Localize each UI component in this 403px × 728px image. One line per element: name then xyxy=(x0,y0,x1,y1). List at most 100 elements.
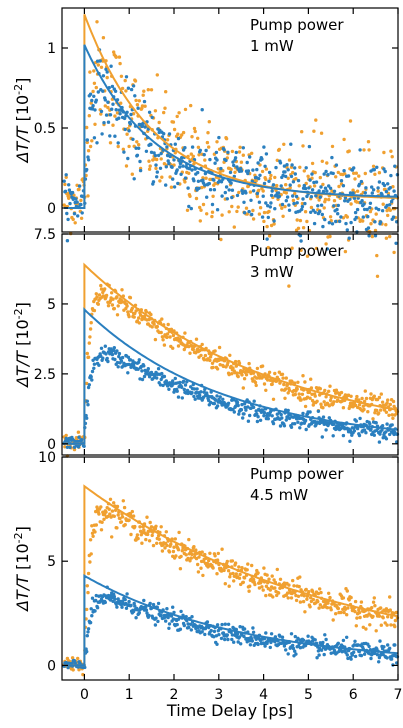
data-point xyxy=(375,165,379,169)
data-point xyxy=(120,605,124,609)
data-point xyxy=(245,568,249,572)
data-point xyxy=(352,429,357,433)
data-point xyxy=(256,161,260,165)
data-point xyxy=(86,149,91,153)
data-point xyxy=(272,222,276,226)
data-point xyxy=(329,608,333,612)
data-point xyxy=(196,170,200,175)
data-point xyxy=(287,388,292,393)
data-point xyxy=(391,399,396,404)
data-point xyxy=(203,353,208,358)
data-point xyxy=(283,396,287,400)
data-point xyxy=(328,384,332,388)
data-point xyxy=(361,625,365,629)
data-point xyxy=(112,514,117,518)
data-point xyxy=(94,85,99,90)
data-point xyxy=(389,199,394,204)
data-point xyxy=(293,634,297,639)
data-point xyxy=(275,158,279,162)
data-point xyxy=(101,294,106,298)
data-point xyxy=(178,161,183,166)
data-point xyxy=(250,639,254,643)
data-point xyxy=(237,190,241,195)
data-point xyxy=(363,191,367,195)
data-point xyxy=(181,164,185,168)
data-point xyxy=(280,206,284,210)
data-point xyxy=(126,355,131,359)
data-point xyxy=(262,219,266,224)
data-point xyxy=(281,214,285,218)
data-point xyxy=(392,189,396,193)
data-point xyxy=(266,417,270,421)
data-point xyxy=(254,383,258,388)
data-point xyxy=(355,200,359,204)
data-point xyxy=(137,611,141,615)
data-point xyxy=(386,643,390,647)
data-point xyxy=(346,656,350,661)
data-point xyxy=(392,250,396,255)
data-point xyxy=(305,395,310,399)
data-point xyxy=(242,402,247,406)
data-point xyxy=(85,125,89,130)
data-point xyxy=(345,215,349,219)
data-point xyxy=(291,170,295,175)
data-point xyxy=(220,547,224,551)
data-point xyxy=(269,201,273,205)
data-point xyxy=(262,210,267,215)
data-point xyxy=(303,210,308,214)
data-point xyxy=(226,622,231,626)
data-point xyxy=(235,632,240,636)
data-point xyxy=(334,219,338,224)
data-point xyxy=(362,148,366,152)
data-point xyxy=(201,176,205,180)
data-point xyxy=(64,175,68,179)
data-point xyxy=(347,236,351,240)
data-point xyxy=(94,593,99,598)
data-point xyxy=(303,186,308,191)
data-point xyxy=(131,137,135,141)
data-point xyxy=(108,141,113,145)
data-point xyxy=(108,512,112,516)
data-point xyxy=(205,391,209,395)
data-point xyxy=(94,523,99,527)
data-point xyxy=(183,146,187,150)
data-point xyxy=(103,344,108,348)
data-point xyxy=(167,132,172,136)
data-point xyxy=(101,74,106,78)
data-point xyxy=(371,164,376,168)
data-point xyxy=(143,125,147,129)
data-point xyxy=(261,588,265,592)
data-point xyxy=(231,571,235,576)
data-point xyxy=(137,358,141,362)
data-point xyxy=(348,119,353,123)
data-point xyxy=(379,408,383,412)
data-point xyxy=(373,604,377,608)
data-point xyxy=(277,370,281,374)
data-point xyxy=(171,346,175,350)
data-point xyxy=(113,89,118,94)
data-point xyxy=(260,364,265,368)
data-point xyxy=(96,63,101,67)
data-point xyxy=(101,356,105,360)
data-point xyxy=(261,194,265,198)
data-point xyxy=(246,405,250,409)
data-point xyxy=(217,633,221,637)
data-point xyxy=(86,627,91,631)
data-point xyxy=(239,160,244,164)
data-point xyxy=(104,510,108,514)
data-point xyxy=(334,175,338,179)
data-point xyxy=(366,226,371,230)
data-point xyxy=(324,395,328,399)
data-point xyxy=(117,116,121,120)
data-point xyxy=(85,584,90,588)
data-point xyxy=(382,183,387,188)
data-point xyxy=(111,123,115,127)
data-point xyxy=(260,157,264,161)
data-point xyxy=(255,194,260,199)
data-point xyxy=(147,110,152,115)
y-axis-label: ΔT/T [10-2] xyxy=(12,526,32,613)
data-point xyxy=(309,386,314,390)
data-point xyxy=(373,651,377,656)
data-point xyxy=(215,158,219,162)
data-point xyxy=(172,158,176,162)
